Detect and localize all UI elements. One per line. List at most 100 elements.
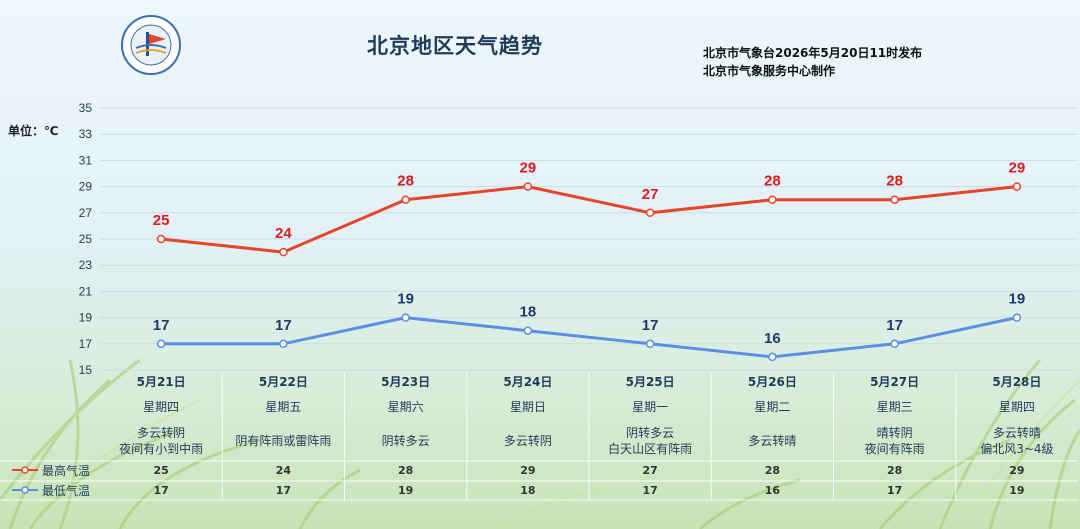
weather-line: 多云转阴 (503, 434, 552, 448)
date-label: 5月22日 (258, 375, 308, 389)
low-temp-cell: 17 (153, 484, 169, 497)
data-point-high (279, 247, 288, 257)
data-label-high: 28 (397, 173, 414, 190)
high-temp-cell: 25 (153, 464, 169, 477)
data-point-low (279, 339, 288, 349)
data-label-high: 25 (153, 212, 170, 229)
weather-line: 夜间有阵雨 (864, 442, 925, 456)
y-tick-label: 25 (79, 232, 93, 246)
series-line-high (160, 185, 1018, 254)
date-label: 5月26日 (747, 375, 797, 389)
data-label-low: 18 (520, 304, 537, 321)
weather-description: 阴转多云 (345, 433, 467, 449)
y-tick-label: 33 (79, 127, 93, 141)
date-label: 5月21日 (136, 375, 186, 389)
weather-description: 阴转多云白天山区有阵雨 (589, 425, 711, 457)
weekday-label: 星期二 (754, 400, 791, 414)
weekday-label: 星期四 (998, 400, 1035, 414)
data-label-high: 28 (764, 173, 781, 190)
series-line-low (161, 316, 1018, 359)
weather-line: 偏北风3~4级 (980, 442, 1054, 456)
data-label-low: 19 (1009, 291, 1026, 308)
data-point-low (645, 339, 655, 349)
weekday-label: 星期日 (509, 400, 546, 414)
weather-line: 多云转阴 (137, 426, 186, 440)
low-temp-cell: 17 (886, 484, 903, 497)
data-label-high: 27 (642, 186, 659, 203)
y-tick-label: 19 (79, 311, 93, 325)
high-temp-cell: 28 (397, 464, 414, 477)
data-label-high: 28 (886, 173, 903, 190)
data-point-low (401, 313, 410, 322)
weekday-label: 星期六 (387, 400, 424, 414)
y-tick-label: 15 (79, 363, 93, 377)
y-tick-label: 23 (79, 258, 93, 272)
issue-info: 北京市气象台2026年5月20日11时发布 (703, 46, 923, 60)
weather-line: 白天山区有阵雨 (608, 442, 693, 456)
legend-marker-low (21, 486, 29, 494)
data-label-high: 29 (520, 160, 537, 177)
y-tick-label: 21 (79, 284, 93, 298)
high-temp-cell: 27 (642, 464, 658, 477)
y-tick-label: 31 (79, 153, 93, 167)
data-label-low: 17 (275, 317, 292, 334)
weather-line: 阴转多云 (381, 434, 430, 448)
weekday-label: 星期四 (143, 400, 180, 414)
unit-label: 单位：℃ (8, 124, 59, 138)
weather-line: 多云转晴 (748, 434, 797, 448)
data-point-high (156, 234, 166, 244)
weather-description: 多云转阴 (467, 433, 589, 449)
data-point-high (401, 195, 410, 204)
y-tick-label: 27 (79, 206, 93, 220)
low-temp-cell: 18 (520, 484, 536, 497)
high-temp-cell: 29 (520, 464, 536, 477)
data-label-low: 19 (397, 291, 414, 308)
low-temp-cell: 19 (397, 484, 414, 497)
y-tick-label: 17 (79, 337, 93, 351)
date-label: 5月24日 (503, 375, 553, 389)
weather-description: 晴转阴 夜间有阵雨 (834, 425, 956, 457)
weather-description: 多云转晴 偏北风3~4级 (956, 425, 1078, 457)
data-point-high (890, 195, 899, 204)
y-tick-label: 35 (79, 101, 93, 115)
data-label-low: 17 (642, 317, 659, 334)
weekday-label: 星期三 (876, 400, 913, 414)
weather-line: 阴有阵雨或雷阵雨 (235, 434, 332, 448)
legend-marker-high (21, 466, 29, 474)
low-temp-cell: 17 (275, 484, 292, 497)
data-label-high: 29 (1009, 160, 1026, 177)
data-point-low (768, 352, 777, 362)
date-label: 5月25日 (625, 375, 675, 389)
y-tick-label: 29 (79, 180, 93, 194)
data-point-low (890, 339, 899, 349)
data-point-low (1012, 313, 1022, 322)
high-temp-cell: 24 (275, 464, 292, 477)
data-label-low: 17 (153, 317, 170, 334)
high-temp-cell: 28 (764, 464, 781, 477)
date-label: 5月27日 (870, 375, 920, 389)
weather-line: 夜间有小到中雨 (119, 442, 204, 456)
low-temp-cell: 17 (642, 484, 658, 497)
data-point-low (156, 339, 166, 349)
date-label: 5月28日 (992, 375, 1042, 389)
high-temp-cell: 28 (886, 464, 903, 477)
data-label-high: 24 (275, 225, 292, 242)
weather-description: 阴有阵雨或雷阵雨 (222, 433, 344, 449)
meteorological-service-logo (121, 15, 181, 75)
data-point-high (1012, 182, 1022, 191)
low-temp-cell: 19 (1009, 484, 1025, 497)
data-point-high (768, 195, 777, 204)
page-title: 北京地区天气趋势 (367, 34, 543, 58)
high-temp-cell: 29 (1009, 464, 1025, 477)
weekday-label: 星期一 (632, 400, 669, 414)
legend-label-high: 最高气温 (42, 464, 91, 478)
weather-line: 晴转阴 (876, 426, 913, 440)
weekday-label: 星期五 (265, 400, 302, 414)
weather-description: 多云转晴 (711, 433, 833, 449)
producer-info: 北京市气象服务中心制作 (703, 64, 836, 78)
weather-line: 阴转多云 (626, 426, 675, 440)
data-label-low: 17 (886, 317, 903, 334)
